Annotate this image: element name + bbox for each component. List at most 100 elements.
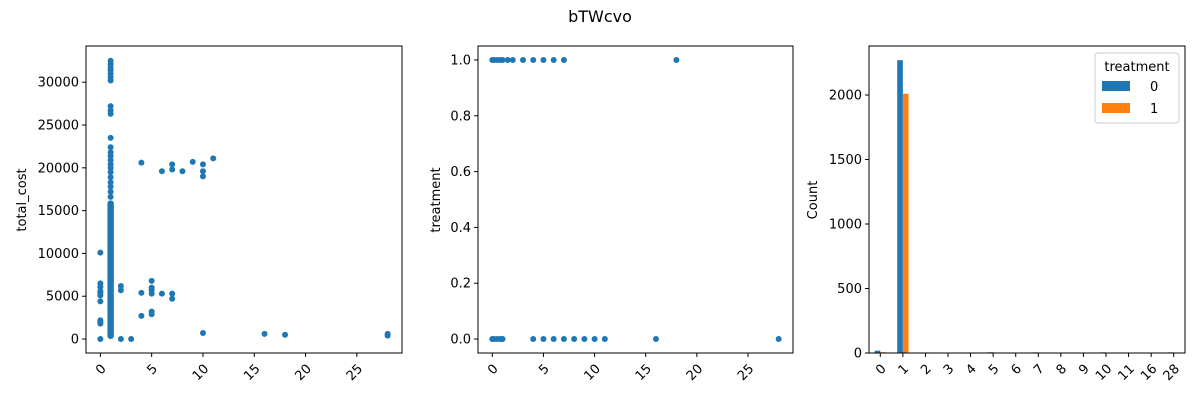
scatter-point: [128, 336, 135, 343]
plot-frame-count: [868, 45, 1186, 354]
x-tick-label: 16: [1138, 362, 1160, 384]
y-tick-label: 0.6: [450, 165, 471, 180]
x-tick-label: 9: [1076, 362, 1092, 378]
figure-title: bTWcvo: [568, 7, 632, 26]
scatter-point: [97, 317, 104, 324]
scatter-point: [540, 336, 547, 343]
x-tick-label: 10: [582, 362, 604, 384]
scatter-point: [107, 57, 114, 64]
y-tick-label: 25000: [38, 119, 79, 134]
scatter-point: [169, 161, 176, 168]
scatter-point: [158, 168, 165, 175]
scatter-point: [499, 336, 506, 343]
legend-label-0: 0: [1150, 80, 1158, 95]
scatter-point: [107, 107, 114, 114]
scatter-point: [97, 288, 104, 295]
x-tick-label: 10: [1093, 362, 1115, 384]
y-tick-label: 10000: [38, 247, 79, 262]
x-tick-label: 0: [93, 362, 109, 378]
y-tick-label: 2000: [829, 89, 862, 104]
x-tick-label: 5: [986, 362, 1002, 378]
scatter-point: [189, 158, 196, 165]
x-tick-label: 8: [1054, 362, 1070, 378]
scatter-point: [107, 144, 114, 151]
scatter-point: [199, 161, 206, 168]
x-tick-label: 15: [241, 362, 263, 384]
x-tick-label: 1: [896, 362, 912, 378]
x-tick-label: 10: [190, 362, 212, 384]
scatter-point: [571, 336, 578, 343]
legend-title: treatment: [1104, 60, 1169, 75]
scatter-point: [384, 330, 391, 337]
y-axis-label-count: Count: [806, 181, 821, 220]
scatter-point: [550, 56, 557, 63]
scatter-point: [540, 56, 547, 63]
scatter-point: [107, 157, 114, 164]
scatter-point: [210, 155, 217, 162]
plot-frame-treatment: [477, 45, 794, 354]
scatter-point: [199, 330, 206, 337]
scatter-point: [107, 103, 114, 110]
scatter-point: [560, 56, 567, 63]
scatter-point: [97, 249, 104, 256]
scatter-point: [261, 330, 268, 337]
scatter-point: [117, 287, 124, 294]
scatter-point: [499, 56, 506, 63]
scatter-point: [107, 149, 114, 156]
y-tick-label: 20000: [38, 161, 79, 176]
plot-frame-total-cost: [85, 45, 403, 354]
x-tick-label: 11: [1116, 362, 1138, 384]
scatter-point: [107, 169, 114, 176]
x-tick-label: 6: [1009, 362, 1025, 378]
scatter-point: [117, 336, 124, 343]
legend-swatch-0: [1102, 81, 1130, 91]
x-tick-label: 4: [963, 362, 979, 378]
scatter-point: [97, 336, 104, 343]
legend-swatch-1: [1102, 103, 1130, 113]
x-tick-label: 5: [144, 362, 160, 378]
bar-0-0: [874, 350, 881, 353]
y-tick-label: 0.4: [450, 221, 471, 236]
scatter-point: [107, 183, 114, 190]
y-axis-label-treatment: treatment: [429, 167, 444, 232]
scatter-point: [169, 295, 176, 302]
x-tick-label: 25: [344, 362, 366, 384]
legend-label-1: 1: [1150, 102, 1158, 117]
scatter-point: [169, 290, 176, 297]
y-tick-label: 15000: [38, 204, 79, 219]
scatter-point: [550, 336, 557, 343]
scatter-point: [117, 282, 124, 289]
scatter-point: [199, 168, 206, 175]
x-tick-label: 0: [485, 362, 501, 378]
tick-labels-treatment: 0 5 10 15 20 25 0.0 0.2 0.4 0.6 0.8 1.0: [450, 53, 757, 384]
y-tick-label: 0.2: [450, 277, 471, 292]
bar-1-1: [902, 93, 909, 353]
y-tick-label: 1500: [829, 153, 862, 168]
panel-total-cost: 0 5 10 15 20 25 0 5000 10000 15000 20000 25000 30000…: [15, 45, 403, 384]
x-tick-label: 3: [941, 362, 957, 378]
scatter-marks-treatment: [489, 56, 782, 343]
scatter-point: [107, 174, 114, 181]
scatter-point: [652, 336, 659, 343]
scatter-point: [97, 298, 104, 305]
scatter-point: [138, 312, 145, 319]
scatter-point: [601, 336, 608, 343]
scatter-point: [107, 179, 114, 186]
scatter-point: [591, 336, 598, 343]
scatter-point: [107, 161, 114, 168]
x-tick-label: 7: [1031, 362, 1047, 378]
y-tick-label: 0.0: [450, 333, 471, 348]
x-tick-label: 20: [684, 362, 706, 384]
y-tick-label: 5000: [46, 290, 79, 305]
scatter-point: [107, 134, 114, 141]
scatter-point: [581, 336, 588, 343]
scatter-point: [107, 193, 114, 200]
x-tick-label: 28: [1161, 362, 1183, 384]
scatter-point: [158, 290, 165, 297]
legend: treatment 0 1: [1094, 52, 1180, 124]
scatter-point: [504, 56, 511, 63]
scatter-point: [138, 159, 145, 166]
